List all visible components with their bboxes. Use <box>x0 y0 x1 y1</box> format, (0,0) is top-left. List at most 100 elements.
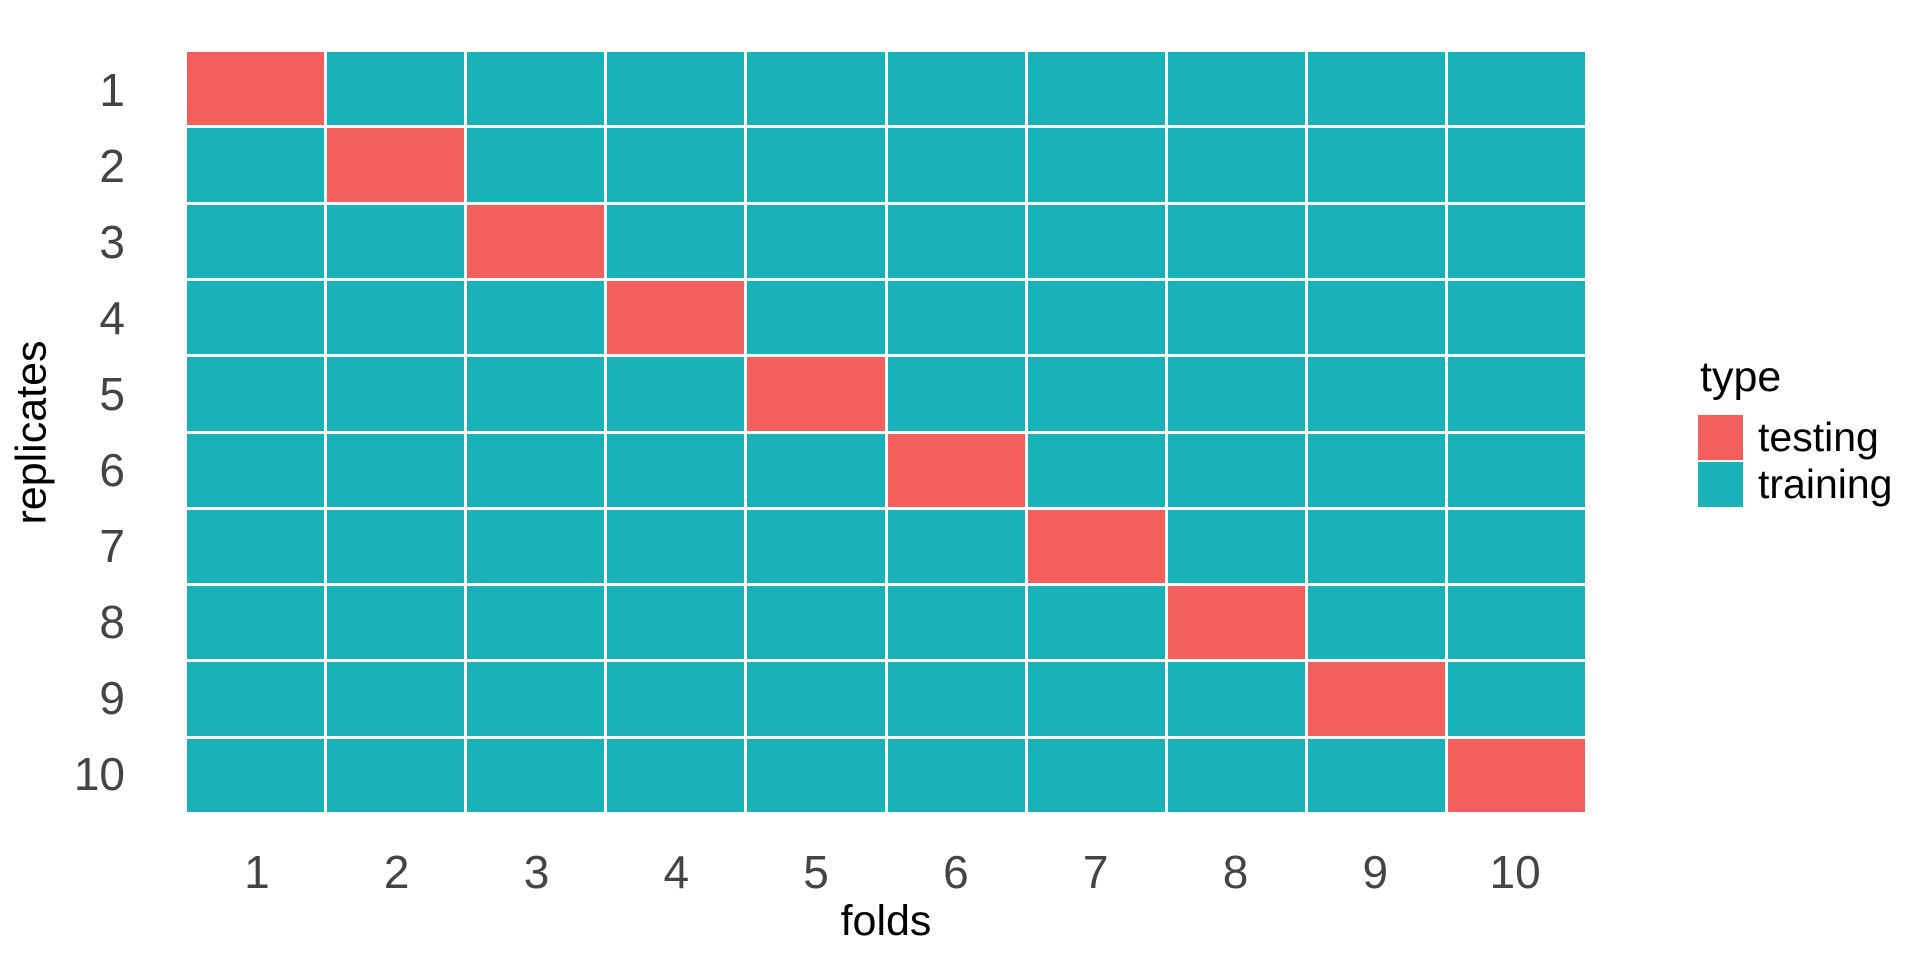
heatmap-cell <box>467 280 605 355</box>
heatmap-cell <box>1447 433 1585 507</box>
legend-swatch <box>1698 462 1743 507</box>
heatmap-cell <box>187 662 325 736</box>
heatmap-cell <box>607 433 745 507</box>
x-axis-tick-labels: 1 2 3 4 5 6 7 8 9 10 <box>187 846 1585 898</box>
heatmap-cell <box>1447 586 1585 660</box>
heatmap-cell <box>887 509 1025 584</box>
heatmap-cell <box>887 204 1025 278</box>
heatmap-cell <box>747 586 885 660</box>
heatmap-cell <box>327 280 465 355</box>
heatmap-cell <box>607 128 745 202</box>
heatmap-cell <box>467 128 605 202</box>
heatmap-cell <box>1307 433 1445 507</box>
heatmap-cell <box>747 357 885 431</box>
heatmap-cell <box>187 738 325 812</box>
y-tick-label: 7 <box>99 520 125 572</box>
heatmap-cell <box>467 204 605 278</box>
heatmap-cell <box>187 52 325 126</box>
y-tick-label: 2 <box>99 140 125 192</box>
heatmap-cell <box>747 433 885 507</box>
heatmap-cell <box>747 662 885 736</box>
heatmap-cell <box>1027 738 1165 812</box>
heatmap-cell <box>1447 204 1585 278</box>
heatmap-cell <box>467 586 605 660</box>
heatmap-cell <box>607 662 745 736</box>
heatmap-cell <box>607 586 745 660</box>
y-tick-label: 3 <box>99 216 125 268</box>
x-tick-label: 8 <box>1222 846 1249 898</box>
legend-swatch <box>1698 415 1743 460</box>
x-tick-label: 10 <box>1489 846 1541 898</box>
heatmap-cell <box>887 357 1025 431</box>
heatmap-cell <box>187 128 325 202</box>
heatmap-cell <box>887 280 1025 355</box>
x-tick-label: 7 <box>1082 846 1109 898</box>
heatmap-cell <box>1447 509 1585 584</box>
heatmap-cell <box>1167 433 1305 507</box>
heatmap-cell <box>1027 204 1165 278</box>
heatmap-cell <box>187 586 325 660</box>
x-tick-label: 2 <box>383 846 410 898</box>
heatmap-cell <box>887 662 1025 736</box>
heatmap-cell <box>1307 357 1445 431</box>
y-tick-label: 6 <box>99 444 125 496</box>
heatmap-cell <box>1307 52 1445 126</box>
heatmap-cell <box>747 280 885 355</box>
heatmap-cell <box>747 738 885 812</box>
heatmap-cell <box>187 204 325 278</box>
heatmap-cell <box>327 738 465 812</box>
y-tick-label: 4 <box>99 292 125 344</box>
heatmap-cell <box>1027 52 1165 126</box>
heatmap-cell <box>1167 662 1305 736</box>
heatmap-cell <box>467 662 605 736</box>
heatmap-cell <box>467 738 605 812</box>
heatmap-cell <box>327 204 465 278</box>
heatmap-cell <box>1167 204 1305 278</box>
heatmap-cell <box>327 128 465 202</box>
heatmap-cell <box>327 433 465 507</box>
x-tick-label: 5 <box>803 846 829 898</box>
heatmap-cell <box>327 586 465 660</box>
heatmap-cell <box>1307 204 1445 278</box>
legend-label: testing <box>1758 414 1879 460</box>
heatmap-cell <box>1447 738 1585 812</box>
heatmap-cell <box>887 738 1025 812</box>
heatmap-cell <box>607 738 745 812</box>
heatmap-cell <box>187 357 325 431</box>
x-tick-label: 4 <box>663 846 690 898</box>
legend-title: type <box>1700 353 1782 401</box>
x-tick-label: 9 <box>1362 846 1389 898</box>
heatmap-cell <box>1027 433 1165 507</box>
heatmap-cell <box>187 433 325 507</box>
x-axis-title: folds <box>840 897 932 945</box>
heatmap-cell <box>187 509 325 584</box>
heatmap-cell <box>1167 52 1305 126</box>
heatmap-cell <box>1027 662 1165 736</box>
heatmap-cell <box>887 433 1025 507</box>
heatmap-cell <box>327 357 465 431</box>
y-tick-label: 1 <box>99 64 125 116</box>
heatmap-cell <box>327 662 465 736</box>
heatmap-cell <box>1447 280 1585 355</box>
y-tick-label: 9 <box>99 672 125 724</box>
heatmap-cell <box>1307 128 1445 202</box>
heatmap-cell <box>607 509 745 584</box>
heatmap-cell <box>887 128 1025 202</box>
heatmap-cell <box>1027 357 1165 431</box>
x-tick-label: 1 <box>244 846 270 898</box>
heatmap-cell <box>607 280 745 355</box>
y-tick-label: 5 <box>99 368 125 420</box>
heatmap-cell <box>1447 128 1585 202</box>
y-axis-tick-labels: 1 2 3 4 5 6 7 8 9 10 <box>0 52 125 812</box>
legend-items: testing training <box>1698 415 1892 507</box>
y-tick-label: 8 <box>99 596 125 648</box>
heatmap-cell <box>1447 662 1585 736</box>
heatmap-cell <box>1167 586 1305 660</box>
x-tick-label: 3 <box>523 846 550 898</box>
heatmap-cell <box>887 586 1025 660</box>
heatmap-cell <box>467 357 605 431</box>
heatmap-cell <box>1307 509 1445 584</box>
heatmap-cell <box>1307 738 1445 812</box>
heatmap-cell <box>1167 357 1305 431</box>
